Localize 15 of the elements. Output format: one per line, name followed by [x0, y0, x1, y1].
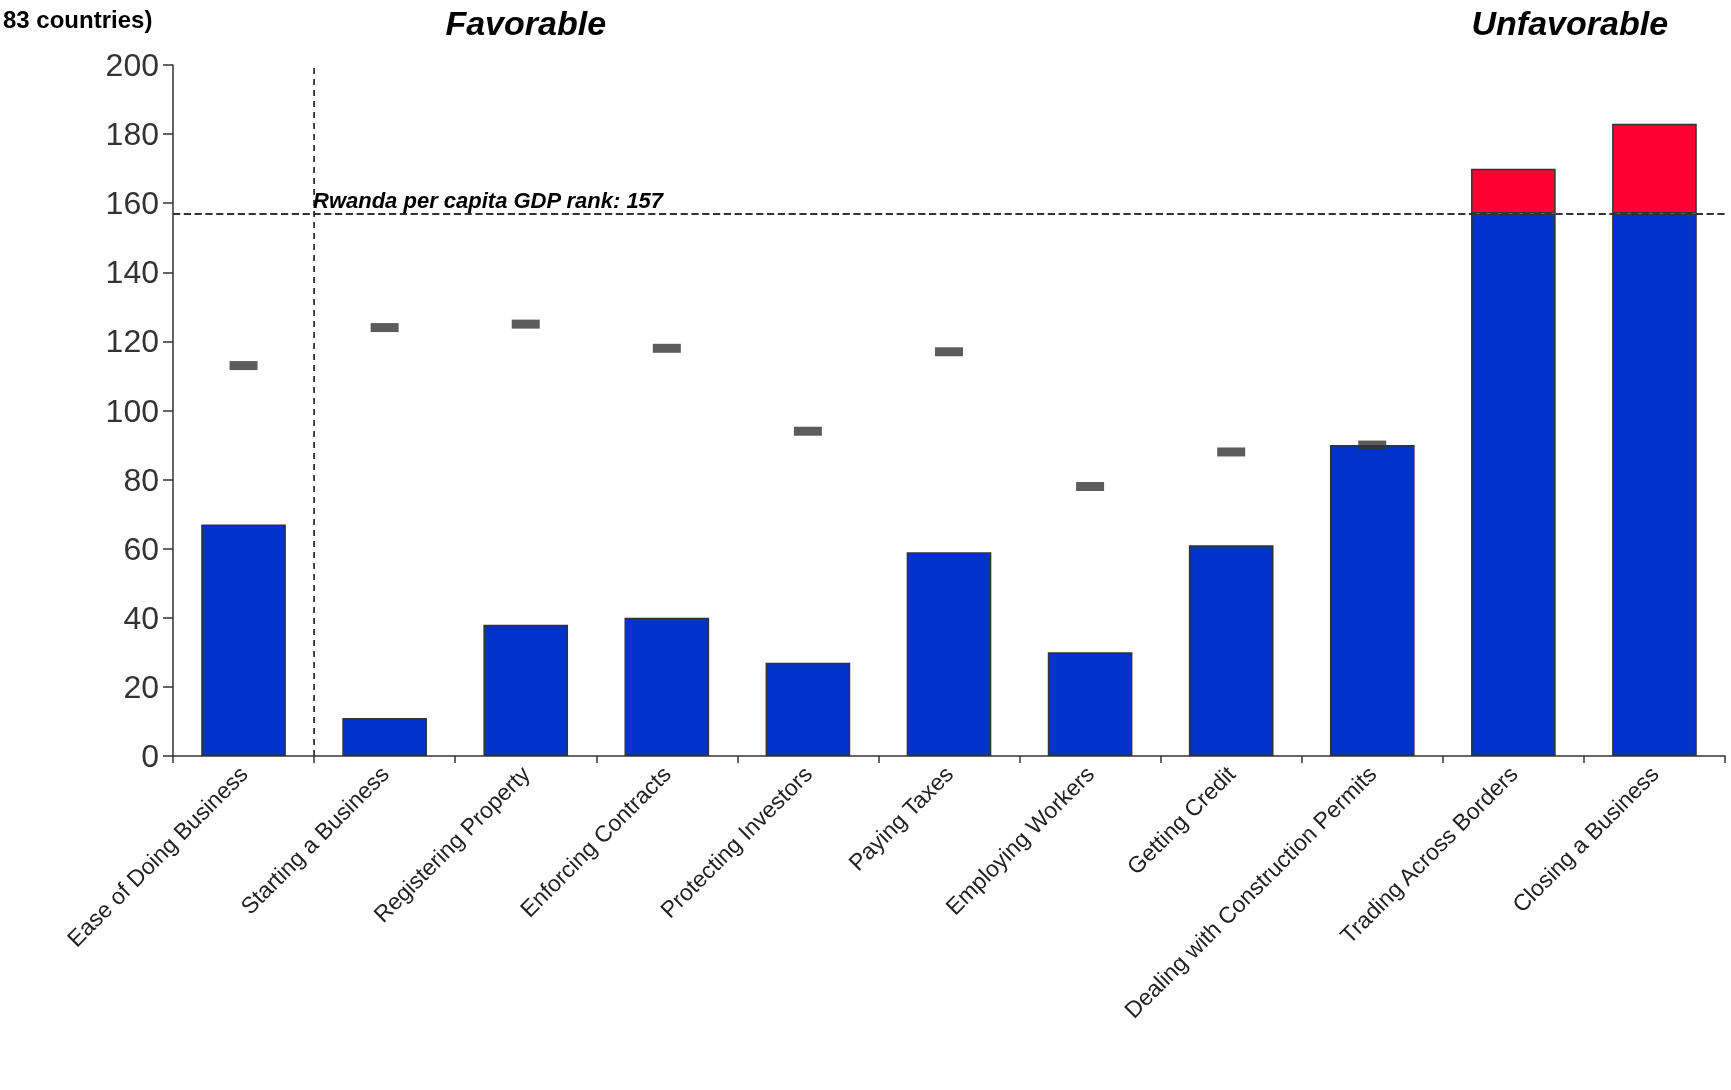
y-tick-label: 180	[105, 116, 159, 153]
text: Favorable	[445, 4, 607, 42]
ref-line-label: Rwanda per capita GDP rank: 157	[313, 188, 665, 214]
y-tick-label: 200	[105, 47, 159, 83]
text: Unfavorable	[1471, 4, 1669, 42]
y-tick-label: 100	[105, 392, 159, 429]
y-tick-label: 80	[123, 461, 159, 498]
y-tick-label: 0	[141, 738, 159, 774]
y-tick-label: 160	[105, 185, 159, 222]
y-tick-label: 40	[123, 599, 159, 636]
y-tick-label: 60	[123, 530, 159, 567]
y-tick-label: 140	[105, 254, 159, 291]
y-axis-title: 83 countries)	[3, 5, 153, 33]
y-tick-label: 20	[123, 668, 159, 705]
y-tick-label: 120	[105, 323, 159, 360]
